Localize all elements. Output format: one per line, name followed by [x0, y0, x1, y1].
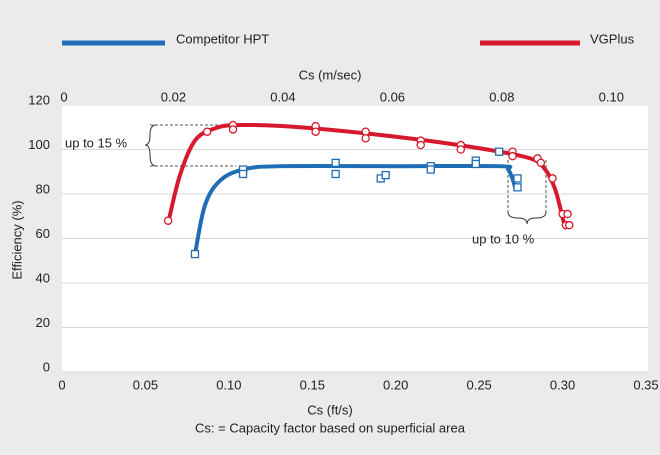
- brace: [507, 211, 547, 225]
- y-tick-label: 0: [43, 359, 50, 374]
- point: [513, 183, 522, 192]
- point: [331, 158, 340, 168]
- y-tick-label: 100: [28, 137, 50, 152]
- point: [471, 159, 480, 169]
- point: [238, 169, 248, 179]
- x-tick-label: 0: [58, 377, 65, 392]
- fit-line: [192, 163, 518, 257]
- point: [456, 145, 466, 154]
- x-tick-label: 0.30: [550, 377, 575, 392]
- point: [331, 169, 340, 179]
- x-tick-label: 0.35: [633, 377, 658, 392]
- x-tick-label: 0.10: [216, 377, 241, 392]
- point: [381, 170, 390, 180]
- point: [426, 165, 435, 174]
- x-tick-label: 0.25: [466, 377, 491, 392]
- point: [163, 216, 173, 225]
- annotation: up to 15 %: [65, 135, 128, 150]
- point: [361, 134, 370, 143]
- x-axis-title: Cs (ft/s): [307, 402, 353, 417]
- x2-tick-label: 0.04: [270, 89, 295, 104]
- point: [202, 127, 212, 136]
- y-tick-label: 20: [36, 315, 50, 330]
- point: [564, 220, 574, 230]
- y-axis-title: Efficiency (%): [9, 200, 24, 279]
- point: [536, 158, 546, 168]
- y-tick-label: 120: [28, 92, 50, 107]
- point: [190, 249, 200, 259]
- annotation: up to 10 %: [472, 231, 535, 246]
- point: [563, 209, 572, 219]
- point: [311, 127, 320, 136]
- x-tick-label: 0.15: [300, 377, 325, 392]
- brace: [144, 124, 157, 167]
- x-tick-label: 0.05: [133, 377, 158, 392]
- point: [416, 140, 425, 150]
- bracket-dash: [507, 160, 547, 212]
- point: [508, 151, 517, 161]
- x2-tick-label: 0.06: [380, 89, 405, 104]
- point: [548, 174, 557, 183]
- y-tick-label: 60: [36, 226, 50, 241]
- fit-line: [166, 122, 568, 230]
- x2-tick-label: 0.08: [489, 89, 514, 104]
- point: [495, 147, 504, 156]
- y-tick-label: 40: [36, 270, 50, 285]
- y-tick-label: 80: [36, 181, 50, 196]
- x2-axis-title: Cs (m/sec): [299, 67, 362, 82]
- x2-tick-label: 0.10: [599, 89, 624, 104]
- point: [513, 174, 522, 183]
- grid: [62, 104, 648, 373]
- x2-tick-label: 0.02: [161, 89, 186, 104]
- caption: Cs: = Capacity factor based on superfici…: [195, 420, 466, 435]
- point: [228, 125, 238, 134]
- x2-tick-label: 0: [60, 89, 67, 104]
- x-tick-label: 0.20: [383, 377, 408, 392]
- legend-label: Competitor HPT: [176, 31, 269, 46]
- legend-label: VGPlus: [590, 31, 635, 46]
